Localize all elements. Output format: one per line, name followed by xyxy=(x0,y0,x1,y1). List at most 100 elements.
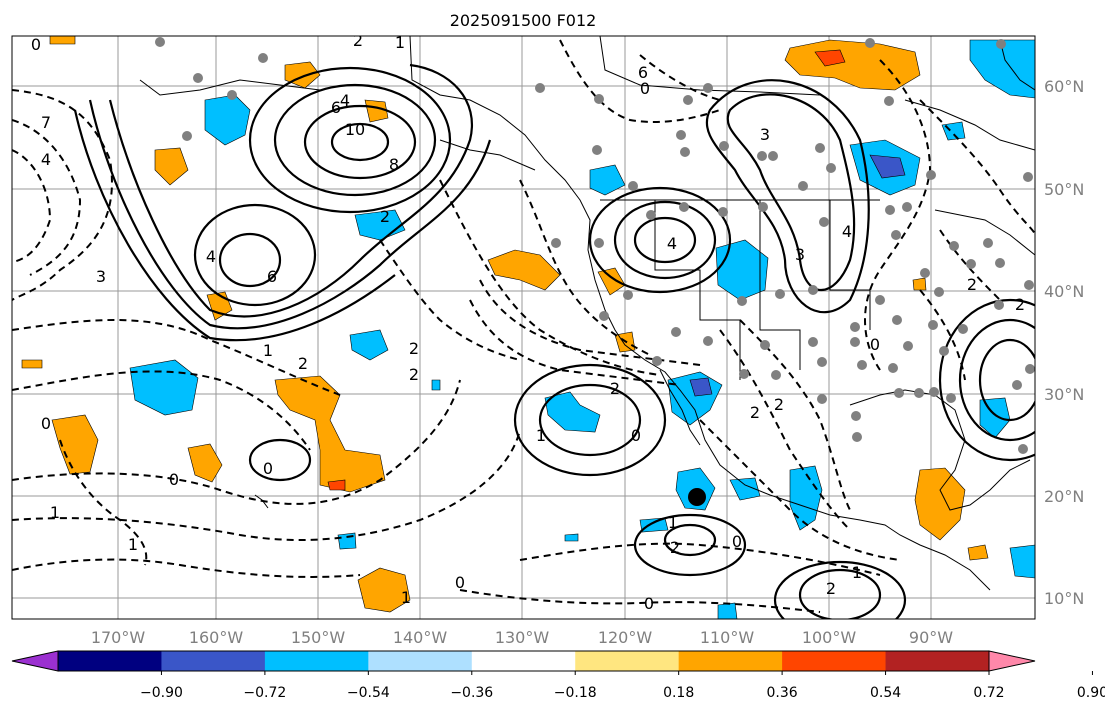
lon-label: 120°W xyxy=(598,628,653,647)
contour-label: 1 xyxy=(536,426,546,445)
contour-label: 4 xyxy=(206,247,216,266)
contour-label: 0 xyxy=(455,573,465,592)
contour-label: 0 xyxy=(31,35,41,54)
patch-cyan xyxy=(589,164,626,196)
contour-label: 1 xyxy=(401,588,411,607)
contour-label: 2 xyxy=(967,275,977,294)
colorbar-bin xyxy=(161,651,266,671)
colorbar-tick-label: 0.54 xyxy=(870,685,901,701)
colorbar-bin xyxy=(368,651,473,671)
contour-label: 2 xyxy=(610,379,620,398)
map-frame xyxy=(11,35,1036,620)
contour-label: 6 xyxy=(267,267,277,286)
lon-label: 150°W xyxy=(291,628,346,647)
contour-label: 0 xyxy=(644,594,654,613)
patch-cyan xyxy=(969,39,1035,99)
patch-cyan xyxy=(431,379,441,391)
patch-orange xyxy=(914,467,966,541)
patch-orange xyxy=(154,147,189,186)
patch-cyan xyxy=(1009,544,1035,579)
contour-label: 0 xyxy=(41,414,51,433)
patch-blue xyxy=(869,154,906,179)
patch-orange xyxy=(21,359,43,369)
contour-label: 1 xyxy=(263,341,273,360)
colorbar-tick-label: 0.18 xyxy=(663,685,694,701)
colorbar-bin xyxy=(575,651,680,671)
contour-label: 6 xyxy=(331,98,341,117)
contour-labels: 0 2 1 4 6 10 8 6 4 3 7 4 3 6 4 2 0 1 2 4… xyxy=(31,31,1025,613)
colorbar-tick-label: −0.90 xyxy=(140,685,183,701)
patch-red xyxy=(327,479,346,491)
contour-label: 0 xyxy=(263,459,273,478)
contour-label: 1 xyxy=(852,563,862,582)
contour-label: 1 xyxy=(668,513,678,532)
contour-label: 2 xyxy=(298,354,308,373)
patch-orange xyxy=(912,277,927,291)
patch-orange xyxy=(187,443,223,483)
patch-red xyxy=(814,49,846,67)
lat-label: 50°N xyxy=(1044,180,1084,199)
colorbar-bin xyxy=(471,651,576,671)
lon-label: 110°W xyxy=(700,628,755,647)
contour-label: 2 xyxy=(750,403,760,422)
patch-cyan xyxy=(717,602,738,619)
contour-label: 7 xyxy=(41,113,51,132)
patch-orange xyxy=(487,249,561,291)
colorbar-extend-min xyxy=(12,651,58,671)
patch-cyan xyxy=(789,465,823,531)
contour-label: 4 xyxy=(340,91,350,110)
patch-cyan xyxy=(941,121,966,141)
patch-orange xyxy=(51,414,99,475)
contour-label: 2 xyxy=(353,31,363,50)
lat-label: 40°N xyxy=(1044,282,1084,301)
contour-label: 0 xyxy=(640,79,650,98)
contour-label: 0 xyxy=(870,335,880,354)
colorbar-tick-label: −0.72 xyxy=(243,685,286,701)
colorbar-extend-max xyxy=(989,651,1035,671)
contour-label: 1 xyxy=(128,535,138,554)
lat-label: 60°N xyxy=(1044,77,1084,96)
contour-label: 2 xyxy=(1015,295,1025,314)
contour-label: 6 xyxy=(638,63,648,82)
contour-label: 2 xyxy=(826,579,836,598)
coastlines xyxy=(139,36,1035,591)
patch-cyan xyxy=(715,239,769,301)
contour-label: 0 xyxy=(631,426,641,445)
contour-label: 4 xyxy=(667,234,677,253)
colorbar-bin xyxy=(678,651,783,671)
contours-solid xyxy=(73,63,1035,619)
contour-label: 1 xyxy=(395,33,405,52)
contour-label: 8 xyxy=(389,155,399,174)
contours-dashed xyxy=(12,39,1035,613)
colorbar-bin xyxy=(58,651,162,671)
longitude-axis: 170°W 160°W 150°W 140°W 130°W 120°W 110°… xyxy=(91,628,953,647)
contour-label: 4 xyxy=(41,150,51,169)
patch-cyan xyxy=(564,533,579,542)
lon-label: 160°W xyxy=(189,628,244,647)
contour-label: 2 xyxy=(774,395,784,414)
lat-label: 20°N xyxy=(1044,487,1084,506)
lon-label: 100°W xyxy=(802,628,857,647)
storm-center-marker xyxy=(688,488,706,506)
colorbar-bin xyxy=(885,651,990,671)
contour-label: 2 xyxy=(380,207,390,226)
contour-label: 10 xyxy=(345,120,365,139)
station-markers xyxy=(155,37,1035,454)
lon-label: 170°W xyxy=(91,628,146,647)
patch-cyan xyxy=(544,391,601,433)
contour-label: 0 xyxy=(169,470,179,489)
latitude-axis: 60°N 50°N 40°N 30°N 20°N 10°N xyxy=(1044,77,1084,608)
contour-label: 3 xyxy=(96,267,106,286)
colorbar: −0.90 −0.72 −0.54 −0.36 −0.18 0.18 0.36 0.54 0.7… xyxy=(11,650,1105,701)
shaded-patches xyxy=(21,36,1035,619)
patch-cyan xyxy=(349,329,389,361)
contour-label: 0 xyxy=(732,532,742,551)
contour-label: 3 xyxy=(795,245,805,264)
contour-label: 4 xyxy=(842,222,852,241)
lon-label: 140°W xyxy=(393,628,448,647)
patch-orange xyxy=(364,99,389,123)
contour-label: 1 xyxy=(50,503,60,522)
patch-cyan xyxy=(639,517,669,533)
contour-label: 2 xyxy=(670,538,680,557)
colorbar-tick-label: 0.36 xyxy=(767,685,798,701)
